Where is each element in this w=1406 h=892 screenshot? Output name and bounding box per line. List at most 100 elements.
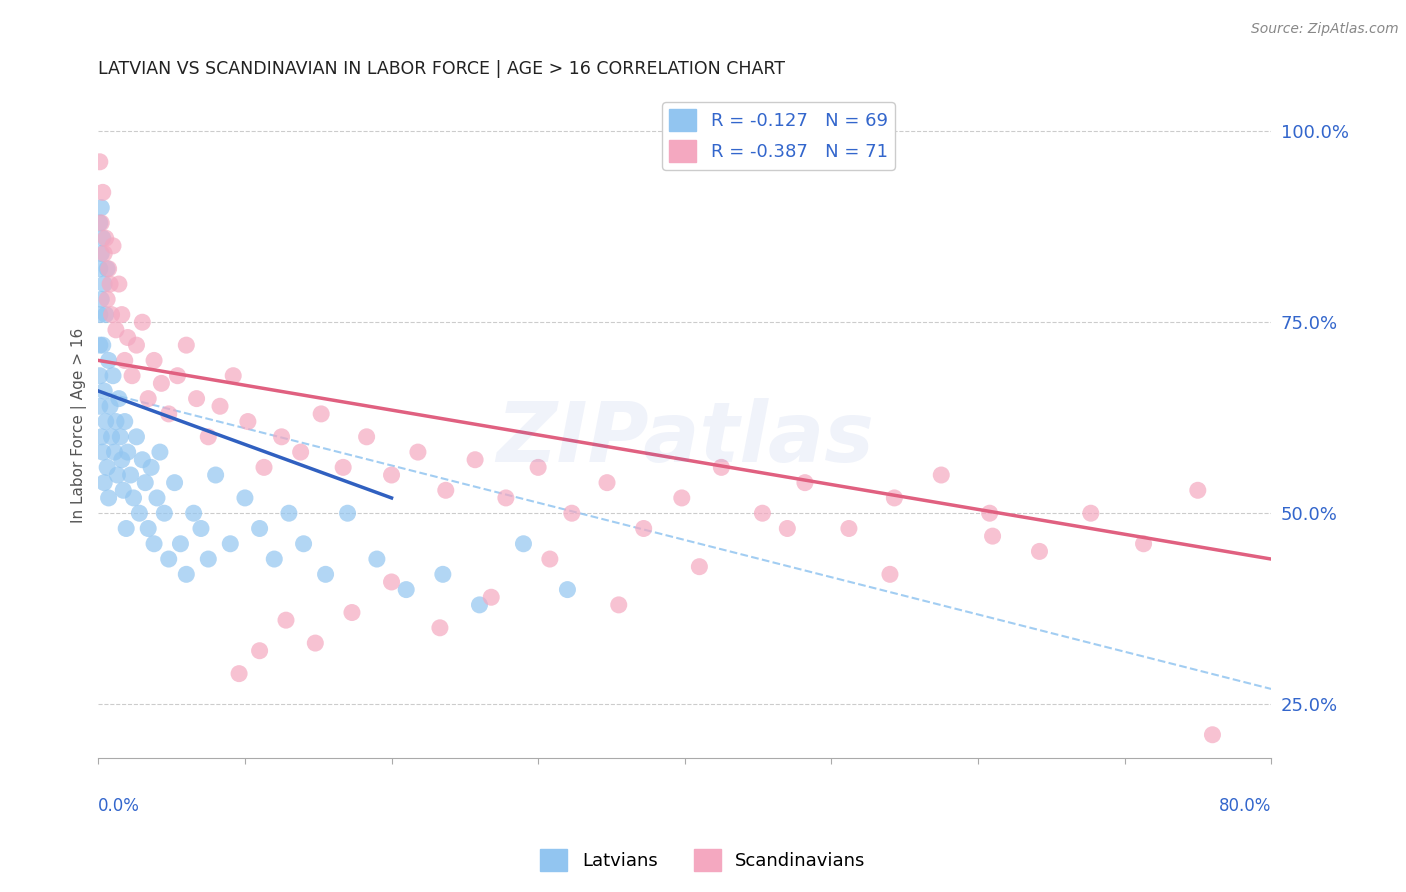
Point bbox=[879, 567, 901, 582]
Point bbox=[233, 491, 256, 505]
Point bbox=[176, 567, 198, 582]
Point bbox=[1132, 537, 1154, 551]
Point bbox=[253, 460, 276, 475]
Point bbox=[136, 392, 159, 406]
Point bbox=[94, 231, 117, 245]
Point bbox=[208, 399, 231, 413]
Point bbox=[883, 491, 905, 505]
Point bbox=[131, 452, 153, 467]
Point bbox=[290, 445, 312, 459]
Text: Source: ZipAtlas.com: Source: ZipAtlas.com bbox=[1251, 22, 1399, 37]
Point bbox=[527, 460, 550, 475]
Point bbox=[292, 537, 315, 551]
Point bbox=[97, 261, 120, 276]
Point bbox=[89, 261, 111, 276]
Point bbox=[277, 506, 299, 520]
Point bbox=[91, 186, 114, 200]
Point bbox=[93, 384, 115, 398]
Point bbox=[166, 368, 188, 383]
Point bbox=[89, 399, 111, 413]
Point bbox=[929, 468, 952, 483]
Point bbox=[1028, 544, 1050, 558]
Point bbox=[380, 468, 402, 483]
Point bbox=[122, 491, 145, 505]
Point bbox=[671, 491, 693, 505]
Point bbox=[776, 521, 799, 535]
Point bbox=[90, 430, 112, 444]
Point bbox=[1080, 506, 1102, 520]
Point bbox=[340, 606, 363, 620]
Point bbox=[97, 491, 120, 505]
Point bbox=[429, 621, 451, 635]
Point bbox=[557, 582, 579, 597]
Point bbox=[91, 445, 114, 459]
Point bbox=[100, 430, 122, 444]
Point bbox=[309, 407, 332, 421]
Point bbox=[110, 430, 132, 444]
Point bbox=[136, 521, 159, 535]
Point bbox=[94, 415, 117, 429]
Text: 80.0%: 80.0% bbox=[1219, 797, 1271, 814]
Point bbox=[157, 552, 180, 566]
Point bbox=[222, 368, 245, 383]
Point bbox=[96, 293, 118, 307]
Point bbox=[89, 308, 111, 322]
Point bbox=[101, 368, 124, 383]
Point bbox=[263, 552, 285, 566]
Point bbox=[125, 338, 148, 352]
Point bbox=[186, 392, 208, 406]
Point bbox=[93, 246, 115, 260]
Point bbox=[98, 277, 121, 291]
Point bbox=[183, 506, 205, 520]
Point bbox=[406, 445, 429, 459]
Point bbox=[190, 521, 212, 535]
Text: LATVIAN VS SCANDINAVIAN IN LABOR FORCE | AGE > 16 CORRELATION CHART: LATVIAN VS SCANDINAVIAN IN LABOR FORCE |… bbox=[98, 60, 786, 78]
Point bbox=[596, 475, 619, 490]
Point bbox=[356, 430, 378, 444]
Point bbox=[468, 598, 491, 612]
Point bbox=[96, 261, 118, 276]
Point bbox=[104, 415, 127, 429]
Point bbox=[380, 574, 402, 589]
Point bbox=[134, 475, 156, 490]
Point bbox=[150, 376, 173, 391]
Point bbox=[228, 666, 250, 681]
Point bbox=[633, 521, 655, 535]
Point bbox=[1201, 728, 1223, 742]
Point bbox=[93, 475, 115, 490]
Point bbox=[108, 392, 131, 406]
Point bbox=[688, 559, 710, 574]
Point bbox=[100, 308, 122, 322]
Point bbox=[101, 239, 124, 253]
Point bbox=[125, 430, 148, 444]
Point bbox=[91, 231, 114, 245]
Point bbox=[249, 521, 271, 535]
Point bbox=[111, 452, 134, 467]
Point bbox=[103, 445, 125, 459]
Point bbox=[143, 353, 166, 368]
Point bbox=[751, 506, 773, 520]
Point bbox=[432, 567, 454, 582]
Point bbox=[115, 521, 138, 535]
Point bbox=[146, 491, 169, 505]
Point bbox=[434, 483, 457, 498]
Point bbox=[112, 483, 135, 498]
Point bbox=[90, 201, 112, 215]
Point bbox=[315, 567, 337, 582]
Point bbox=[89, 338, 111, 352]
Point bbox=[111, 308, 134, 322]
Point bbox=[97, 353, 120, 368]
Point bbox=[149, 445, 172, 459]
Point bbox=[197, 552, 219, 566]
Point bbox=[163, 475, 186, 490]
Point bbox=[157, 407, 180, 421]
Point bbox=[464, 452, 486, 467]
Point bbox=[93, 277, 115, 291]
Point bbox=[979, 506, 1001, 520]
Text: ZIPatlas: ZIPatlas bbox=[496, 398, 873, 479]
Point bbox=[538, 552, 561, 566]
Point bbox=[270, 430, 292, 444]
Point bbox=[838, 521, 860, 535]
Point bbox=[121, 368, 143, 383]
Point bbox=[89, 368, 111, 383]
